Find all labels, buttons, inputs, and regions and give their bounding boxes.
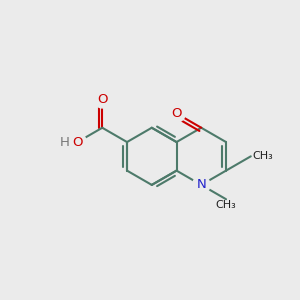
Circle shape: [69, 133, 86, 151]
Text: CH₃: CH₃: [252, 151, 273, 161]
Circle shape: [94, 90, 111, 108]
Circle shape: [168, 105, 185, 122]
Text: O: O: [72, 136, 83, 148]
Circle shape: [193, 176, 210, 194]
Text: O: O: [171, 107, 182, 120]
Text: N: N: [196, 178, 206, 191]
Text: CH₃: CH₃: [216, 200, 236, 210]
Text: O: O: [97, 93, 107, 106]
Text: H: H: [60, 136, 70, 148]
